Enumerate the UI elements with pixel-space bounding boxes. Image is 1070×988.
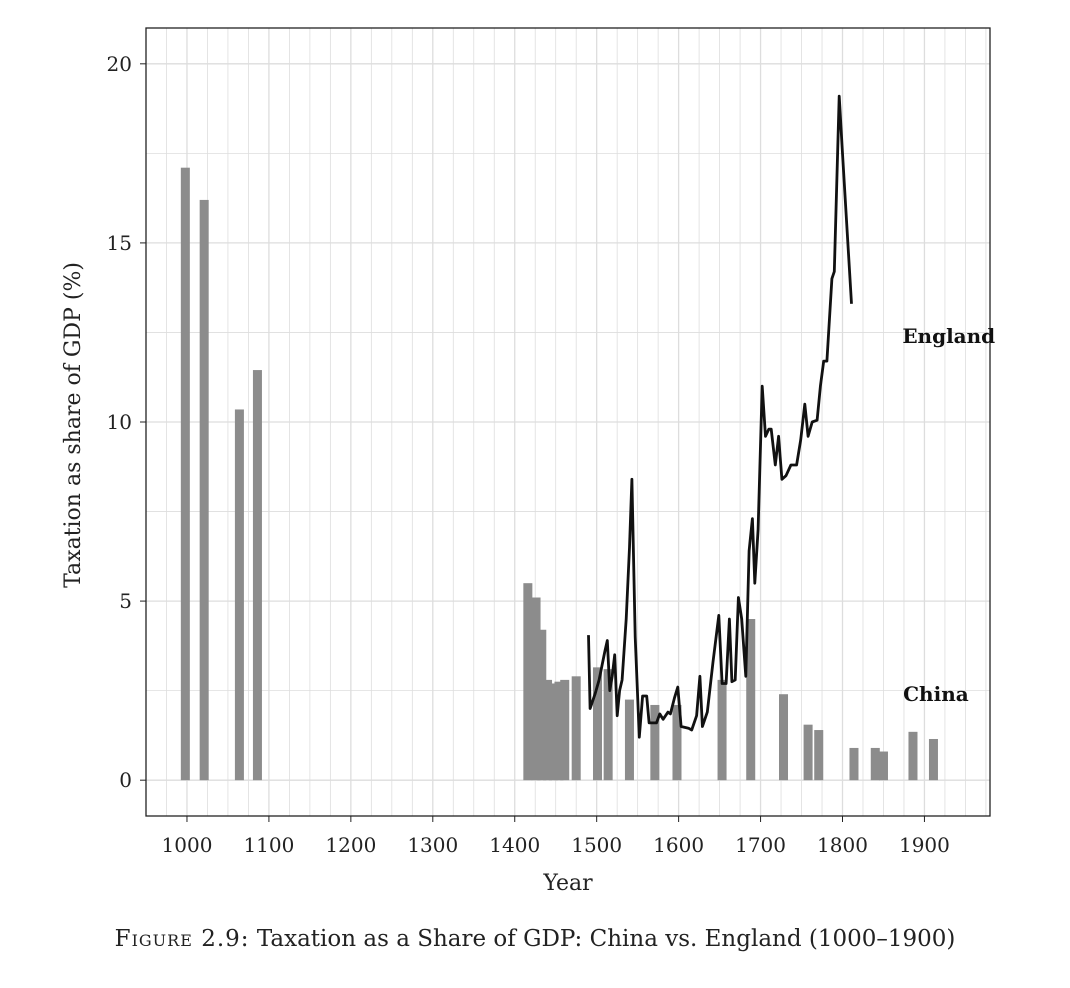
bar-china <box>717 679 727 781</box>
bar-china <box>554 681 564 781</box>
y-tick-label: 5 <box>119 589 132 613</box>
china-bars <box>180 167 938 781</box>
bar-china <box>746 619 756 781</box>
y-tick-label: 0 <box>119 768 132 792</box>
bar-china <box>779 694 789 781</box>
bar-china <box>624 699 634 781</box>
bar-china <box>548 683 558 781</box>
bar-china <box>543 679 553 781</box>
bar-china <box>650 704 660 781</box>
bar-china <box>571 676 581 781</box>
chart-svg: 1000 1100 1200 1300 1400 1500 1600 1700 1800 1900… <box>61 27 995 896</box>
x-tick-label: 1300 <box>407 833 458 857</box>
bar-china <box>592 667 603 781</box>
series-label-china: China <box>903 682 969 706</box>
y-tick-label: 20 <box>107 52 132 76</box>
x-tick-label: 1800 <box>817 833 868 857</box>
bar-china <box>849 747 859 781</box>
bar-china <box>870 747 880 781</box>
bar-china <box>672 704 682 781</box>
figure-caption: Figure 2.9: Taxation as a Share of GDP: … <box>0 926 1070 952</box>
x-tick-label: 1700 <box>735 833 786 857</box>
x-axis-title: Year <box>542 871 593 896</box>
x-tick-label: 1600 <box>653 833 704 857</box>
figure-number: Figure 2.9: <box>114 926 250 952</box>
figure-title: Taxation as a Share of GDP: China vs. En… <box>256 926 956 952</box>
x-tick-label: 1500 <box>571 833 622 857</box>
bar-china <box>878 751 888 781</box>
y-tick-label: 15 <box>107 231 132 255</box>
y-tick-label: 10 <box>107 410 132 434</box>
x-axis-ticks: 1000 1100 1200 1300 1400 1500 1600 1700 1800 1900 <box>162 816 950 857</box>
bar-china <box>908 731 918 781</box>
bar-china <box>603 669 613 781</box>
x-tick-label: 1900 <box>899 833 950 857</box>
bar-china <box>199 199 209 781</box>
x-tick-label: 1000 <box>162 833 213 857</box>
bar-china <box>252 370 262 781</box>
bar-china <box>523 583 533 781</box>
bar-china <box>803 724 813 781</box>
bar-china <box>531 597 541 781</box>
bar-china <box>560 679 570 781</box>
series-line-england <box>587 94 853 739</box>
bar-china <box>928 738 938 781</box>
annotations: England China <box>902 324 995 706</box>
series-label-england: England <box>902 324 995 348</box>
x-tick-label: 1200 <box>325 833 376 857</box>
y-axis-ticks: 0 5 10 15 20 <box>107 52 146 792</box>
bar-china <box>180 167 190 781</box>
bar-china <box>814 730 824 781</box>
bar-china <box>537 629 547 781</box>
x-tick-label: 1100 <box>243 833 294 857</box>
x-tick-label: 1400 <box>489 833 540 857</box>
y-axis-title: Taxation as share of GDP (%) <box>61 262 86 588</box>
bar-china <box>234 409 244 781</box>
